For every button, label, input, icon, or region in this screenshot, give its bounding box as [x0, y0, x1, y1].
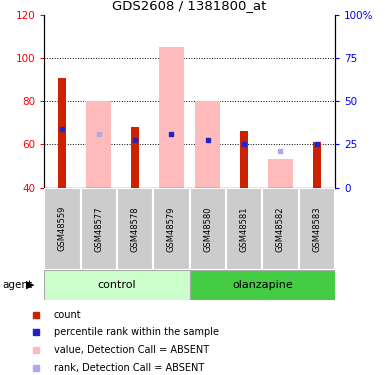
Bar — [159, 47, 184, 188]
Bar — [153, 188, 189, 270]
Text: control: control — [98, 280, 136, 290]
Text: olanzapine: olanzapine — [232, 280, 293, 290]
Text: count: count — [54, 310, 81, 320]
Text: GSM48580: GSM48580 — [203, 206, 212, 252]
Bar — [268, 159, 293, 188]
Bar — [299, 188, 335, 270]
Bar — [190, 270, 335, 300]
Bar — [44, 188, 80, 270]
Bar — [59, 78, 67, 188]
Text: rank, Detection Call = ABSENT: rank, Detection Call = ABSENT — [54, 363, 204, 372]
Bar — [44, 270, 190, 300]
Text: agent: agent — [2, 280, 32, 290]
Bar — [262, 188, 299, 270]
Text: value, Detection Call = ABSENT: value, Detection Call = ABSENT — [54, 345, 209, 355]
Bar — [226, 188, 262, 270]
Text: GSM48579: GSM48579 — [167, 206, 176, 252]
Text: ▶: ▶ — [26, 280, 35, 290]
Bar — [190, 188, 226, 270]
Text: GSM48582: GSM48582 — [276, 206, 285, 252]
Title: GDS2608 / 1381800_at: GDS2608 / 1381800_at — [112, 0, 267, 12]
Bar — [131, 127, 139, 188]
Bar — [86, 101, 112, 188]
Text: GSM48559: GSM48559 — [58, 206, 67, 251]
Bar — [117, 188, 153, 270]
Text: GSM48583: GSM48583 — [312, 206, 321, 252]
Bar — [195, 101, 221, 188]
Text: percentile rank within the sample: percentile rank within the sample — [54, 327, 219, 337]
Text: GSM48577: GSM48577 — [94, 206, 103, 252]
Text: GSM48578: GSM48578 — [131, 206, 140, 252]
Bar — [313, 142, 321, 188]
Text: GSM48581: GSM48581 — [239, 206, 249, 252]
Bar — [80, 188, 117, 270]
Bar — [240, 132, 248, 188]
